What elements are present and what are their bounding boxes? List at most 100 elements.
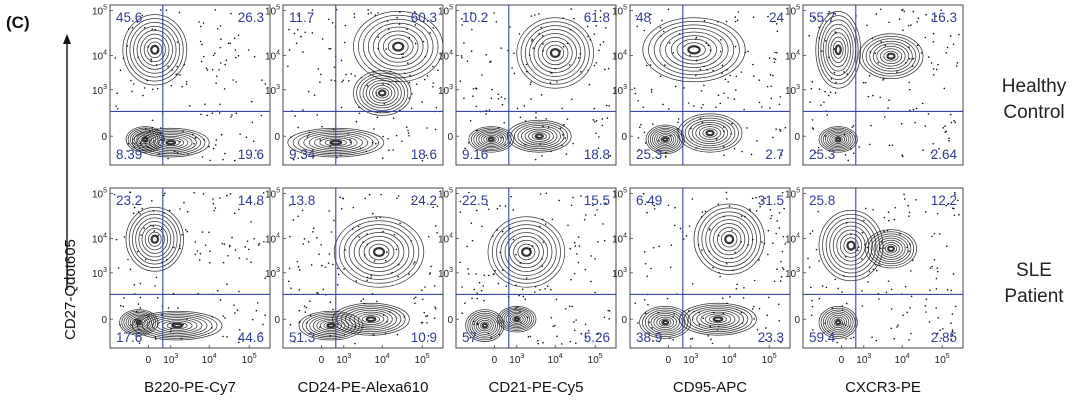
event-dot (758, 101, 761, 104)
event-dot (290, 136, 292, 139)
event-dot (608, 104, 610, 107)
contour-line (825, 28, 852, 72)
contour-line (887, 245, 895, 253)
event-dot (402, 56, 404, 59)
event-dot (262, 192, 265, 194)
event-dot (319, 139, 322, 141)
event-dot (954, 305, 957, 308)
event-dot (640, 123, 642, 126)
contour-line (822, 213, 880, 278)
event-dot (937, 317, 939, 319)
event-dot (167, 307, 170, 309)
event-dot (493, 12, 495, 14)
event-dot (143, 87, 146, 89)
event-dot (541, 258, 543, 260)
contour-line (151, 317, 203, 334)
event-dot (358, 106, 360, 109)
event-dot (858, 146, 860, 148)
event-dot (195, 137, 197, 139)
quadrant-bl-value: 25.3 (809, 147, 835, 162)
event-dot (597, 147, 600, 150)
contour-line (157, 137, 184, 148)
event-dot (509, 26, 511, 28)
event-dot (235, 81, 237, 83)
event-dot (933, 232, 936, 235)
event-dot (498, 333, 501, 336)
event-dot (722, 126, 725, 128)
x-tick-label: 105 (242, 353, 257, 366)
event-dot (598, 136, 600, 138)
event-dot (780, 276, 783, 278)
event-dot (389, 70, 392, 73)
event-dot (201, 43, 203, 46)
event-dot (298, 309, 301, 312)
event-dot (191, 133, 194, 136)
event-dot (238, 257, 241, 259)
event-dot (501, 269, 504, 272)
contour-line (137, 312, 218, 339)
event-dot (138, 342, 141, 345)
contour-line (141, 224, 168, 254)
contour-line (357, 313, 385, 325)
contour-line (353, 232, 405, 272)
y-tick-label: 105 (265, 188, 280, 201)
event-dot (177, 307, 179, 309)
quadrant-bl-value: 51.3 (289, 330, 315, 345)
contour-line (338, 220, 420, 284)
event-dot (340, 59, 343, 62)
event-dot (653, 204, 656, 207)
event-dot (558, 199, 560, 202)
event-dot (751, 197, 754, 200)
event-dot (151, 119, 154, 122)
event-dot (139, 142, 142, 145)
contour-line (136, 129, 206, 156)
event-dot (519, 321, 522, 324)
y-axis-label: CD27-Qdot605 (62, 239, 79, 340)
event-dot (494, 269, 496, 272)
event-dot (878, 298, 880, 300)
density-layer (807, 191, 960, 344)
event-dot (650, 267, 652, 270)
event-dot (228, 245, 231, 248)
contour-line (696, 309, 740, 329)
event-dot (186, 230, 189, 233)
event-dot (461, 18, 463, 20)
event-dot (887, 280, 890, 282)
event-dot (807, 257, 809, 260)
event-dot (951, 334, 954, 336)
event-dot (141, 14, 144, 17)
event-dot (288, 267, 291, 270)
event-dot (695, 59, 698, 62)
event-dot (936, 270, 939, 273)
event-dot (304, 311, 307, 313)
event-dot (126, 150, 128, 152)
event-dot (760, 106, 763, 108)
event-dot (459, 211, 462, 213)
event-dot (225, 59, 228, 62)
event-dot (811, 81, 814, 83)
event-dot (257, 244, 260, 246)
event-dot (234, 56, 237, 59)
y-tick-label: 103 (612, 267, 627, 280)
event-dot (370, 274, 373, 277)
contour-line (475, 318, 494, 334)
event-dot (864, 81, 867, 84)
event-dot (592, 204, 594, 207)
event-dot (354, 342, 356, 345)
event-dot (778, 211, 781, 214)
event-dot (410, 107, 413, 110)
x-axis-label-3: CD21-PE-Cy5 (488, 379, 583, 396)
event-dot (540, 26, 543, 29)
event-dot (644, 312, 647, 315)
contour-line (136, 133, 155, 146)
contour-line (372, 246, 386, 258)
event-dot (909, 109, 911, 112)
event-dot (468, 191, 470, 194)
event-dot (163, 212, 165, 214)
event-dot (219, 46, 222, 49)
event-dot (354, 325, 356, 328)
event-dot (542, 341, 544, 344)
event-dot (432, 206, 434, 209)
event-dot (863, 219, 865, 222)
